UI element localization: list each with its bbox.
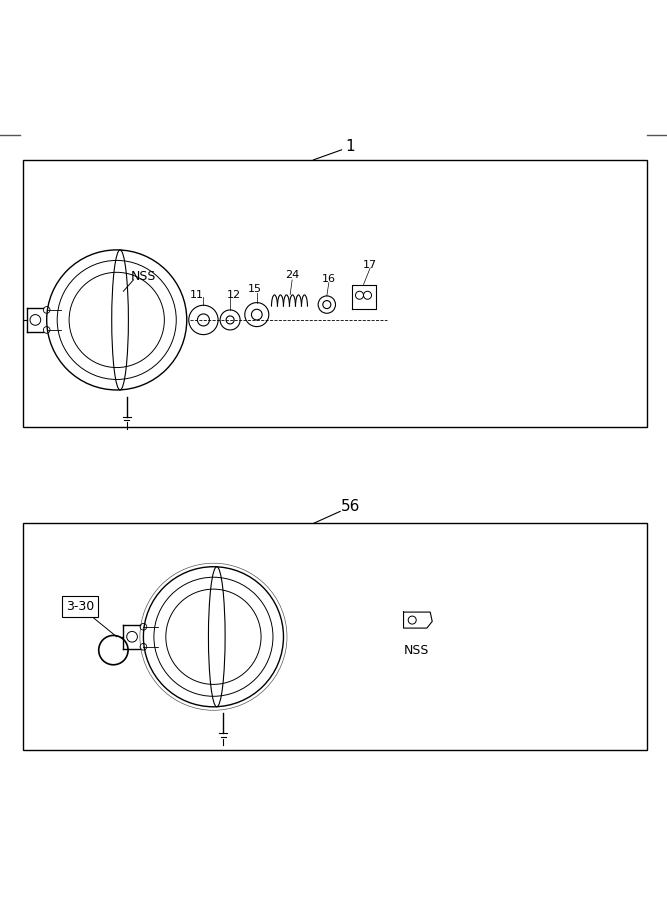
Text: 1: 1 (346, 139, 355, 154)
Text: 15: 15 (248, 284, 261, 294)
Text: NSS: NSS (131, 270, 156, 284)
Text: NSS: NSS (404, 644, 430, 657)
Text: 56: 56 (340, 500, 360, 514)
Text: 12: 12 (226, 290, 241, 300)
Bar (23, 160, 647, 427)
Text: 3-30: 3-30 (66, 600, 94, 613)
Bar (23, 524, 647, 751)
Text: 11: 11 (190, 290, 203, 300)
Text: 17: 17 (363, 259, 378, 270)
Text: 16: 16 (322, 274, 336, 284)
Text: 24: 24 (285, 270, 299, 280)
